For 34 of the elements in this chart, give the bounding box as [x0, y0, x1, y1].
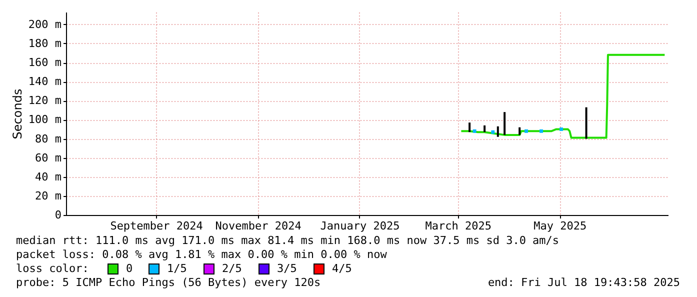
text: median rtt: 111.0 ms avg 171.0 ms max 81.4 ms min 168.0 ms now 37.5 ms sd 3.0 am/s [16, 234, 560, 247]
legend-title: loss color: [16, 262, 89, 275]
bar [484, 125, 486, 132]
bar [585, 107, 588, 139]
legend-label: 0 [126, 262, 133, 275]
legend-label: 3/5 [277, 262, 297, 275]
x-tick-label: March 2025 [425, 220, 492, 232]
line-series [460, 54, 666, 139]
x-tick-label: January 2025 [320, 220, 400, 232]
legend-label: 2/5 [222, 262, 242, 275]
bar [468, 122, 471, 132]
y-tick-label: 40 m [35, 170, 62, 184]
y-tick-label: 200 m [28, 18, 62, 31]
y-tick-label: 140 m [28, 75, 62, 88]
y-tick-label: 160 m [28, 56, 62, 70]
legend-label: 4/5 [332, 262, 352, 275]
bar [504, 112, 506, 135]
text: end: Fri Jul 18 19:43:58 2025 [488, 276, 680, 289]
bar [518, 127, 521, 135]
y-tick-label: 120 m [28, 94, 62, 108]
y-tick-label: 180 m [28, 36, 62, 50]
y-tick-label: 80 m [35, 132, 62, 146]
x-tick-label: September 2024 [110, 220, 204, 232]
bar [496, 126, 499, 137]
y-tick-label: 20 m [35, 189, 62, 202]
text: probe: 5 ICMP Echo Pings (56 Bytes) every 120s [16, 276, 321, 289]
legend-label: 1/5 [167, 262, 187, 275]
y-tick-label: 0 [54, 208, 62, 222]
y-axis-title: Seconds [10, 88, 24, 140]
y-tick-label: 100 m [28, 113, 62, 126]
y-tick-label: 60 m [35, 151, 62, 164]
x-tick-label: May 2025 [534, 220, 587, 232]
text: packet loss: 0.08 % avg 1.81 % max 0.00 % min 0.00 % now [16, 248, 388, 261]
x-tick-label: November 2024 [215, 220, 302, 232]
